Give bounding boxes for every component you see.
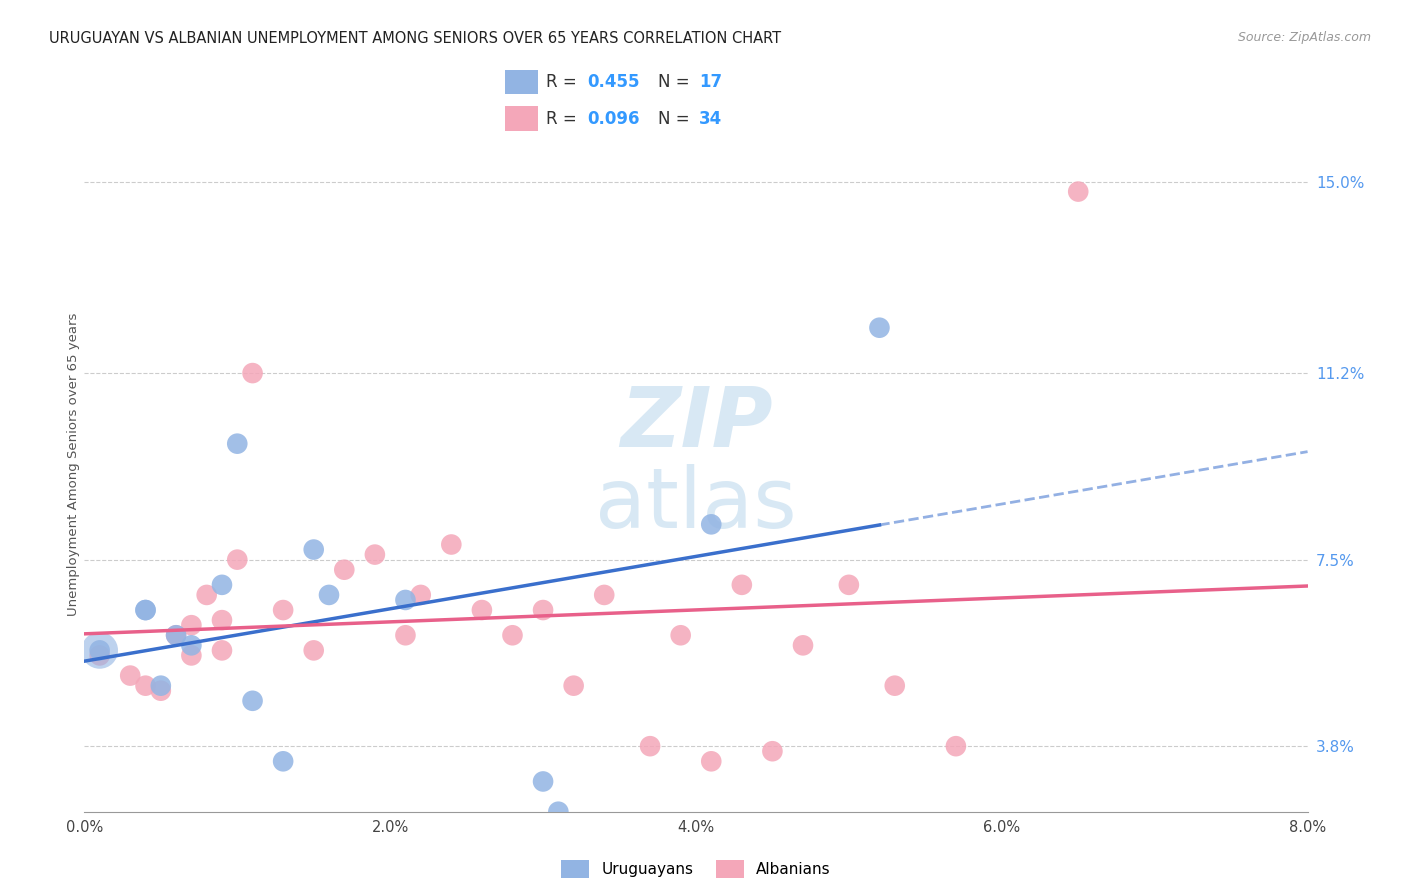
Point	[165, 628, 187, 642]
Point	[1067, 185, 1090, 199]
Point	[731, 578, 754, 592]
Point	[242, 366, 264, 380]
Point	[180, 618, 202, 632]
Point	[761, 744, 783, 758]
Point	[242, 694, 264, 708]
Text: URUGUAYAN VS ALBANIAN UNEMPLOYMENT AMONG SENIORS OVER 65 YEARS CORRELATION CHART: URUGUAYAN VS ALBANIAN UNEMPLOYMENT AMONG…	[49, 31, 782, 46]
Point	[531, 774, 554, 789]
Text: ZIP: ZIP	[620, 383, 772, 464]
Point	[700, 517, 723, 532]
Point	[165, 628, 187, 642]
Bar	[505, 70, 537, 95]
Point	[120, 668, 142, 682]
Point	[89, 643, 111, 657]
Point	[318, 588, 340, 602]
Point	[394, 593, 416, 607]
Point	[394, 628, 416, 642]
Point	[945, 739, 967, 754]
Point	[211, 578, 233, 592]
Text: atlas: atlas	[595, 464, 797, 545]
Point	[700, 754, 723, 768]
Point	[226, 552, 249, 566]
Point	[593, 588, 616, 602]
Point	[364, 548, 387, 562]
Point	[562, 679, 585, 693]
Text: N =: N =	[658, 110, 695, 128]
Text: 17: 17	[699, 73, 723, 91]
Point	[89, 648, 111, 663]
Point	[149, 679, 172, 693]
Point	[883, 679, 905, 693]
Text: N =: N =	[658, 73, 695, 91]
Point	[531, 603, 554, 617]
Point	[211, 643, 233, 657]
Point	[211, 613, 233, 627]
Point	[333, 563, 356, 577]
Point	[135, 679, 157, 693]
Bar	[505, 106, 537, 130]
Point	[226, 436, 249, 450]
Point	[869, 320, 891, 334]
Text: R =: R =	[546, 73, 582, 91]
Point	[135, 603, 157, 617]
Point	[409, 588, 432, 602]
Point	[149, 683, 172, 698]
Point	[547, 805, 569, 819]
Legend: Uruguayans, Albanians: Uruguayans, Albanians	[555, 855, 837, 884]
Text: Source: ZipAtlas.com: Source: ZipAtlas.com	[1237, 31, 1371, 45]
Point	[838, 578, 860, 592]
Point	[669, 628, 692, 642]
Point	[180, 638, 202, 652]
Point	[180, 648, 202, 663]
Point	[792, 638, 814, 652]
Text: 0.455: 0.455	[586, 73, 640, 91]
Point	[302, 643, 325, 657]
Point	[302, 542, 325, 557]
Point	[195, 588, 218, 602]
Point	[502, 628, 524, 642]
Point	[638, 739, 661, 754]
Point	[89, 643, 111, 657]
Text: R =: R =	[546, 110, 582, 128]
Y-axis label: Unemployment Among Seniors over 65 years: Unemployment Among Seniors over 65 years	[66, 312, 80, 615]
Point	[271, 754, 294, 768]
Point	[135, 603, 157, 617]
Point	[271, 603, 294, 617]
Point	[440, 537, 463, 551]
Point	[471, 603, 494, 617]
Text: 34: 34	[699, 110, 723, 128]
Text: 0.096: 0.096	[586, 110, 640, 128]
